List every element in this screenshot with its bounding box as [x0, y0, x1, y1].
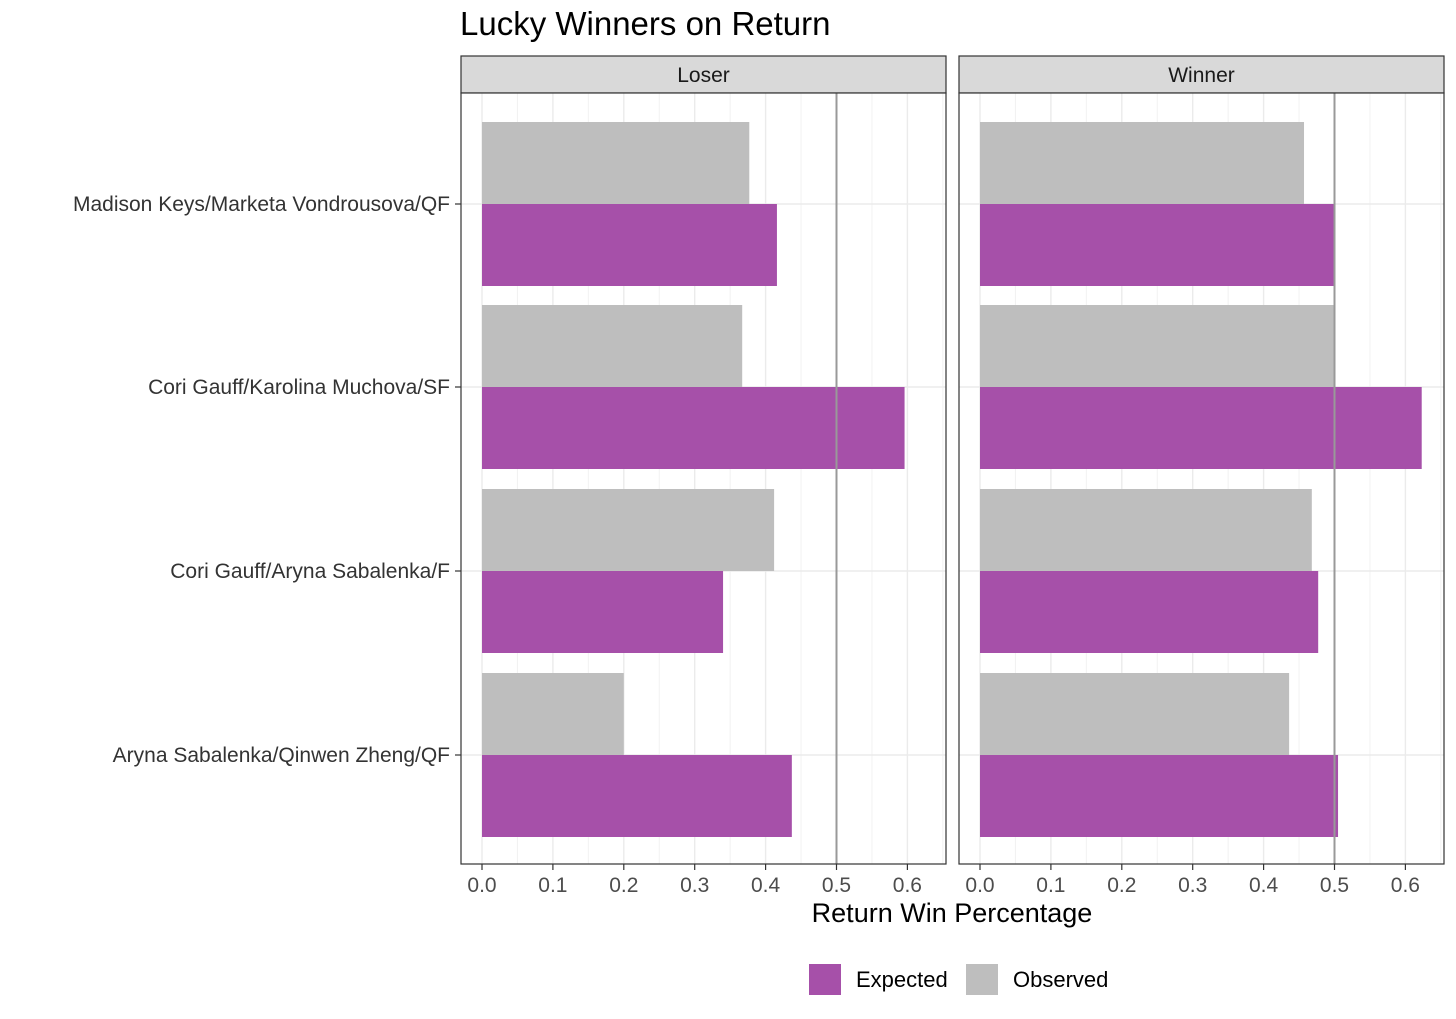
x-tick-label: 0.2 [1107, 874, 1136, 897]
x-tick-label: 0.0 [467, 874, 496, 897]
legend-label: Observed [1013, 967, 1108, 992]
bar-observed [980, 122, 1305, 204]
bar-expected [980, 755, 1339, 837]
legend: Expected Observed [809, 964, 1108, 995]
bar-expected [482, 387, 905, 469]
facet-panels: Loser 0.0 0.1 0.2 0.3 0.4 0.5 0.6 Winner 0.0 0.1 0.… [460, 55, 1445, 897]
bar-expected [482, 204, 777, 286]
legend-swatch-observed [966, 964, 998, 995]
x-tick-label: 0.5 [1320, 874, 1349, 897]
bar-observed [482, 673, 624, 755]
legend-swatch-expected [809, 964, 841, 995]
x-tick-label: 0.3 [1178, 874, 1207, 897]
x-tick-label: 0.4 [751, 874, 781, 897]
x-tick-label: 0.6 [1391, 874, 1420, 897]
x-tick-label: 0.1 [538, 874, 567, 897]
x-tick-label: 0.2 [609, 874, 638, 897]
bar-observed [980, 305, 1335, 387]
category-label: Madison Keys/Marketa Vondrousova/QF [73, 193, 450, 216]
panel-border [958, 92, 1445, 865]
facet-strip-label: Loser [677, 64, 730, 87]
category-label: Cori Gauff/Aryna Sabalenka/F [170, 560, 450, 583]
x-tick-label: 0.6 [893, 874, 922, 897]
bar-expected [980, 571, 1319, 653]
panel-loser: Loser 0.0 0.1 0.2 0.3 0.4 0.5 0.6 [460, 55, 947, 897]
bar-observed [482, 489, 775, 571]
x-tick-label: 0.1 [1036, 874, 1065, 897]
x-tick-label: 0.3 [680, 874, 709, 897]
bar-expected [482, 755, 792, 837]
bar-expected [980, 204, 1334, 286]
legend-label: Expected [856, 967, 948, 992]
bar-observed [980, 673, 1290, 755]
panel-border [460, 92, 947, 865]
category-labels: Madison Keys/Marketa Vondrousova/QF Cori … [73, 193, 461, 767]
bar-expected [980, 387, 1422, 469]
facet-strip-label: Winner [1168, 64, 1235, 87]
chart-title: Lucky Winners on Return [460, 5, 831, 42]
x-tick-label: 0.4 [1249, 874, 1279, 897]
x-tick-label: 0.5 [822, 874, 851, 897]
x-tick-label: 0.0 [965, 874, 994, 897]
bar-observed [980, 489, 1312, 571]
bar-observed [482, 122, 750, 204]
facet-strip [460, 55, 947, 94]
bar-observed [482, 305, 743, 387]
facet-strip [958, 55, 1445, 94]
category-label: Cori Gauff/Karolina Muchova/SF [148, 376, 450, 399]
x-axis-title: Return Win Percentage [812, 898, 1093, 928]
bar-expected [482, 571, 724, 653]
category-label: Aryna Sabalenka/Qinwen Zheng/QF [113, 744, 450, 767]
panel-winner: Winner 0.0 0.1 0.2 0.3 0.4 0.5 0.6 [958, 55, 1445, 897]
